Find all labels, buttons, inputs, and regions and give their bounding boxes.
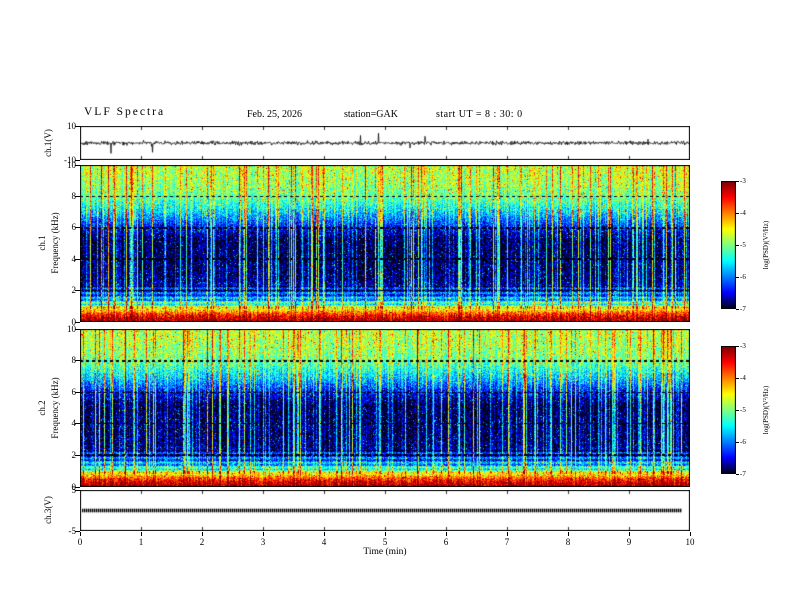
colorbar-tick-mark: [736, 276, 739, 278]
colorbar-1-canvas: [721, 181, 736, 309]
x-tick-label: 9: [626, 537, 632, 547]
x-tick-label: 4: [321, 537, 327, 547]
y-tick-label: 10: [67, 159, 76, 170]
x-tick-mark: [140, 532, 142, 536]
y-tick-mark: [75, 164, 80, 166]
colorbar-tick-label: -6: [740, 438, 746, 446]
colorbar-tick-mark: [736, 308, 739, 310]
x-tick-label: 7: [504, 537, 510, 547]
y-tick-label: 8: [71, 190, 77, 201]
ch1-waveform-canvas: [80, 126, 690, 160]
y-tick-label: 4: [71, 253, 77, 264]
x-tick-mark: [689, 532, 691, 536]
y-tick-mark: [75, 486, 80, 488]
y-tick-label: 8: [71, 355, 77, 366]
y-tick-mark: [75, 195, 80, 197]
x-tick-mark: [79, 532, 81, 536]
time-axis-label: Time (min): [363, 547, 407, 557]
ch3-voltage-axis-label: ch.3(V): [43, 496, 53, 524]
ch1-channel-label: ch.1: [37, 235, 47, 251]
y-tick-label: 4: [71, 418, 77, 429]
colorbar-tick-mark: [736, 377, 739, 379]
colorbar-tick-mark: [736, 441, 739, 443]
ch2-channel-label: ch.2: [37, 400, 47, 416]
x-tick-mark: [506, 532, 508, 536]
y-tick-mark: [75, 391, 80, 393]
y-tick-label: 6: [71, 222, 77, 233]
colorbar-tick-mark: [736, 212, 739, 214]
y-tick-mark: [75, 290, 80, 292]
y-tick-mark: [75, 454, 80, 456]
x-tick-mark: [262, 532, 264, 536]
y-tick-label: 10: [67, 323, 76, 334]
y-tick-label: 0: [71, 316, 77, 327]
y-tick-mark: [75, 125, 80, 127]
colorbar-tick-label: -7: [740, 470, 746, 478]
y-tick-mark: [75, 159, 80, 161]
x-tick-label: 1: [138, 537, 144, 547]
station-label: station=GAK: [344, 109, 398, 120]
ch2-spectrogram-canvas: [80, 329, 690, 487]
figure-title: VLF Spectra: [84, 106, 166, 118]
start-ut-label: start UT = 8 : 30: 0: [436, 109, 523, 120]
x-tick-mark: [445, 532, 447, 536]
colorbar-2-canvas: [721, 346, 736, 474]
colorbar-tick-mark: [736, 473, 739, 475]
x-tick-label: 5: [382, 537, 388, 547]
y-tick-mark: [75, 328, 80, 330]
y-tick-label: 2: [71, 285, 77, 296]
y-tick-label: -5: [68, 525, 77, 536]
y-tick-mark: [75, 423, 80, 425]
y-tick-label: 10: [67, 120, 76, 131]
ch3-waveform-canvas: [80, 490, 690, 531]
y-tick-mark: [75, 530, 80, 532]
x-tick-label: 0: [77, 537, 83, 547]
colorbar-tick-label: -3: [740, 342, 746, 350]
x-tick-mark: [628, 532, 630, 536]
ch1-spectrogram-canvas: [80, 165, 690, 322]
x-tick-label: 3: [260, 537, 266, 547]
y-tick-label: 2: [71, 449, 77, 460]
x-tick-label: 10: [685, 537, 695, 547]
colorbar-tick-label: -3: [740, 177, 746, 185]
colorbar-2-label: log(PSD)(V²/Hz): [762, 385, 770, 435]
colorbar-tick-label: -7: [740, 305, 746, 313]
y-tick-mark: [75, 227, 80, 229]
x-tick-label: 8: [565, 537, 571, 547]
y-tick-label: 0: [71, 481, 77, 492]
colorbar-1-label: log(PSD)(V²/Hz): [762, 220, 770, 270]
y-tick-mark: [75, 360, 80, 362]
colorbar-tick-label: -4: [740, 209, 746, 217]
colorbar-tick-label: -4: [740, 374, 746, 382]
y-tick-label: -10: [64, 154, 76, 165]
colorbar-tick-mark: [736, 409, 739, 411]
y-tick-label: 6: [71, 386, 77, 397]
colorbar-tick-label: -6: [740, 273, 746, 281]
ch1-voltage-axis-label: ch.1(V): [43, 129, 53, 157]
colorbar-tick-mark: [736, 244, 739, 246]
colorbar-tick-label: -5: [740, 241, 746, 249]
x-tick-mark: [201, 532, 203, 536]
x-tick-mark: [567, 532, 569, 536]
colorbar-tick-label: -5: [740, 406, 746, 414]
y-tick-label: 5: [71, 484, 77, 495]
y-tick-mark: [75, 489, 80, 491]
colorbar-tick-mark: [736, 345, 739, 347]
x-tick-label: 6: [443, 537, 449, 547]
y-tick-mark: [75, 258, 80, 260]
x-tick-label: 2: [199, 537, 205, 547]
x-tick-mark: [384, 532, 386, 536]
colorbar-tick-mark: [736, 180, 739, 182]
x-tick-mark: [323, 532, 325, 536]
y-tick-mark: [75, 321, 80, 323]
date-label: Feb. 25, 2026: [247, 109, 302, 120]
